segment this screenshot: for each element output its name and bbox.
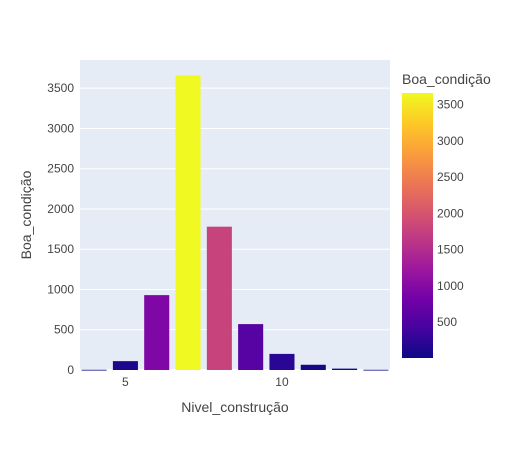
y-axis-title: Boa_condição: [18, 170, 34, 259]
x-tick-label: 5: [122, 375, 129, 389]
bar[interactable]: [332, 368, 358, 370]
bar[interactable]: [238, 324, 264, 370]
y-tick-label: 2500: [47, 162, 74, 176]
y-tick-label: 3500: [47, 81, 74, 95]
bar[interactable]: [112, 361, 138, 370]
plot-area: [80, 60, 390, 370]
colorbar-tick-label: 2500: [437, 170, 464, 184]
bar[interactable]: [206, 226, 232, 370]
y-tick-label: 1000: [47, 282, 74, 296]
y-axis-ticks: 0 500 1000 1500 2000 2500 3000 3500: [47, 81, 74, 377]
y-tick-label: 1500: [47, 242, 74, 256]
y-tick-label: 3000: [47, 121, 74, 135]
bar[interactable]: [363, 369, 389, 371]
bars: [81, 75, 389, 371]
x-tick-label: 10: [275, 375, 289, 389]
colorbar-tick-label: 1000: [437, 279, 464, 293]
x-axis-title: Nivel_construção: [181, 399, 289, 415]
y-tick-label: 0: [67, 363, 74, 377]
bar[interactable]: [175, 75, 201, 370]
colorbar-ticks: 500 1000 1500 2000 2500 3000 3500: [437, 98, 464, 329]
bar[interactable]: [300, 364, 326, 370]
y-tick-label: 500: [54, 323, 74, 337]
colorbar-tick-label: 3500: [437, 98, 464, 112]
bar[interactable]: [269, 353, 295, 370]
colorbar: [402, 93, 433, 358]
colorbar-tick-label: 1500: [437, 243, 464, 257]
bar[interactable]: [144, 295, 170, 370]
colorbar-tick-label: 500: [437, 315, 457, 329]
x-axis-ticks: 5 10: [122, 375, 289, 389]
colorbar-tick-label: 3000: [437, 134, 464, 148]
colorbar-tick-label: 2000: [437, 206, 464, 220]
bar[interactable]: [81, 369, 107, 371]
y-tick-label: 2000: [47, 202, 74, 216]
colorbar-title: Boa_condição: [402, 71, 491, 87]
